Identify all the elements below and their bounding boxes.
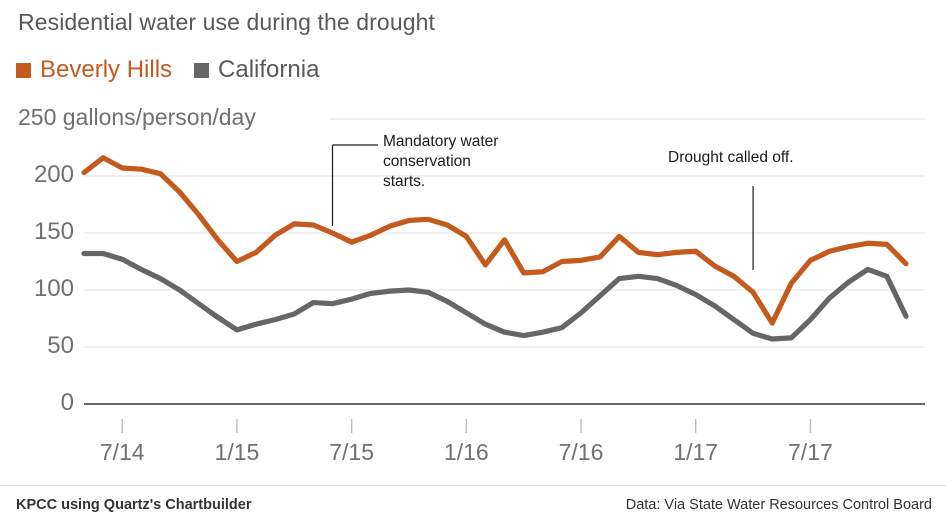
- footer-divider: [0, 485, 946, 486]
- annotation-mandatory-conservation: Mandatory water conservation starts.: [383, 132, 543, 191]
- y-tick-label: 150: [33, 218, 74, 245]
- legend-item-beverly-hills: Beverly Hills: [16, 56, 172, 84]
- annotation-line: starts.: [383, 172, 426, 190]
- x-tick-label: 1/16: [443, 439, 489, 465]
- legend-item-california: California: [194, 56, 319, 84]
- series-lines: [81, 155, 909, 342]
- y-tick-label: 200: [33, 161, 74, 188]
- y-axis-title: 250 gallons/person/day: [18, 104, 266, 131]
- y-tick-label: 100: [33, 275, 74, 302]
- annotation-line: Drought called off.: [668, 149, 794, 166]
- y-tick-label: 50: [47, 332, 74, 359]
- annotation-leader-lines: [331, 144, 754, 270]
- chart-legend: Beverly Hills California: [16, 56, 341, 84]
- series-line: [81, 250, 909, 342]
- x-tick-label: 7/17: [788, 439, 833, 465]
- annotation-drought-called-off: Drought called off.: [668, 148, 868, 168]
- x-tick-label: 7/15: [329, 439, 374, 465]
- series-line: [81, 155, 909, 326]
- x-tick-marks: [121, 419, 812, 433]
- x-tick-label: 1/17: [673, 439, 719, 465]
- legend-swatch-icon: [16, 62, 31, 78]
- x-tick-label: 7/16: [558, 439, 604, 465]
- legend-label: California: [218, 56, 320, 83]
- legend-label: Beverly Hills: [40, 56, 173, 83]
- page-title: Residential water use during the drought: [18, 9, 435, 35]
- footer-source: Data: Via State Water Resources Control …: [625, 497, 932, 513]
- legend-swatch-icon: [194, 62, 210, 78]
- annotation-line: Mandatory water: [383, 133, 499, 150]
- footer-credit: KPCC using Quartz's Chartbuilder: [16, 497, 252, 513]
- gridlines: [84, 118, 925, 405]
- x-tick-label: 7/14: [99, 439, 145, 465]
- y-tick-label: 0: [60, 389, 74, 416]
- x-tick-label: 1/15: [214, 439, 260, 465]
- annotation-line: conservation: [383, 152, 471, 170]
